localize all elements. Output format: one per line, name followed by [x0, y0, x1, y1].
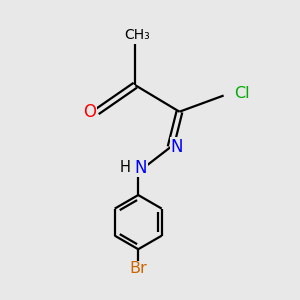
- Text: N: N: [171, 138, 183, 156]
- Text: Br: Br: [129, 262, 147, 277]
- Text: O: O: [83, 103, 96, 121]
- Text: H: H: [119, 160, 130, 175]
- Text: Cl: Cl: [234, 86, 250, 101]
- Text: N: N: [134, 159, 147, 177]
- Text: CH₃: CH₃: [124, 28, 150, 42]
